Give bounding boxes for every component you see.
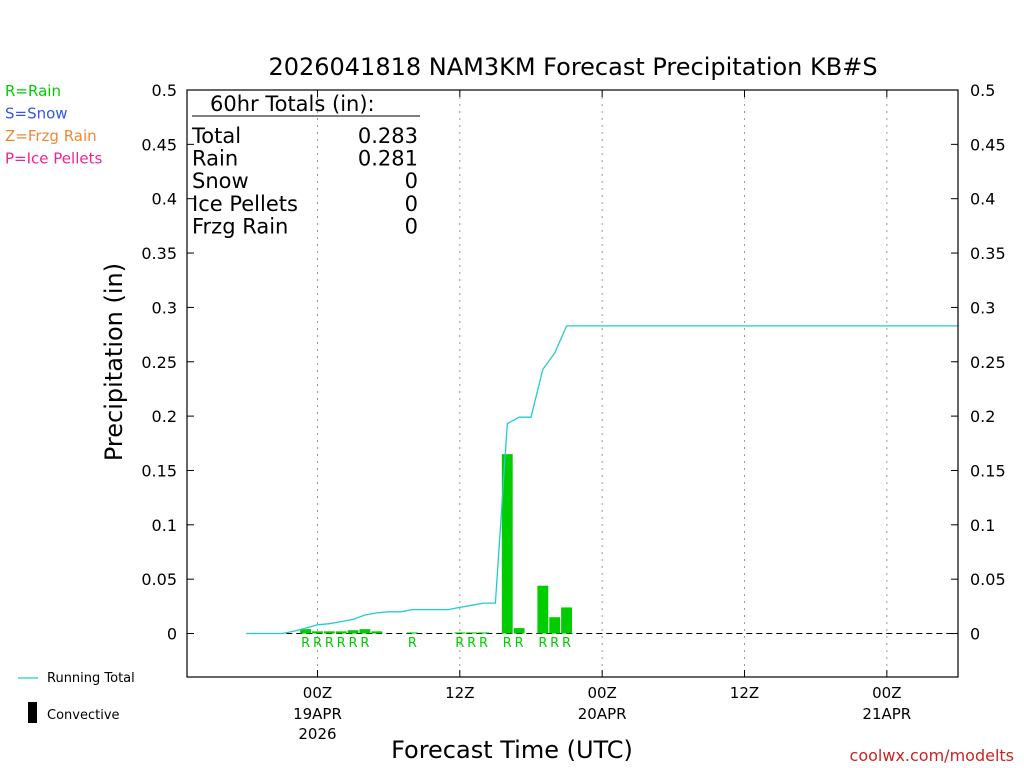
running-total-line xyxy=(246,325,958,635)
precip-bar xyxy=(335,631,347,634)
y-tick-label-right: 0 xyxy=(970,625,980,644)
y-tick-label-left: 0.5 xyxy=(152,81,177,100)
y-axis-label: Precipitation (in) xyxy=(100,263,128,461)
totals-heading: 60hr Totals (in): xyxy=(210,92,375,116)
precip-bar xyxy=(454,632,466,634)
precip-bar xyxy=(347,630,359,634)
plot-frame xyxy=(186,89,959,678)
x-tick-date: 19APR xyxy=(293,705,342,723)
x-tick-label: 12Z xyxy=(730,684,759,702)
precip-type-letter: R xyxy=(313,636,322,651)
y-tick-label-left: 0.45 xyxy=(141,135,177,154)
totals-value: 0 xyxy=(405,214,418,238)
precip-type-letter: R xyxy=(360,636,369,651)
totals-label: Frzg Rain xyxy=(192,214,288,238)
precip-bar xyxy=(549,617,561,634)
precip-bar xyxy=(513,628,525,634)
totals-label: Ice Pellets xyxy=(192,192,298,216)
credit-text: coolwx.com/modelts xyxy=(850,746,1014,765)
precip-type-letter: R xyxy=(349,636,358,651)
convective-swatch xyxy=(28,702,37,723)
totals-box: 60hr Totals (in): Total 0.283 Rain 0.281 Sno… xyxy=(191,92,420,238)
totals-value: 0.283 xyxy=(358,124,418,148)
y-tick-label-right: 0.1 xyxy=(970,516,995,535)
totals-label: Rain xyxy=(192,147,238,171)
precip-bar xyxy=(537,585,549,634)
precip-type-letter: R xyxy=(408,636,417,651)
precip-legend-item: Z=Frzg Rain xyxy=(5,127,97,145)
precip-type-letter: R xyxy=(562,636,571,651)
y-tick-label-right: 0.3 xyxy=(970,298,995,317)
y-tick-label-left: 0.2 xyxy=(152,407,177,426)
precip-bar xyxy=(371,631,383,634)
y-tick-label-right: 0.2 xyxy=(970,407,995,426)
totals-label: Snow xyxy=(192,169,249,193)
chart-title: 2026041818 NAM3KM Forecast Precipitation… xyxy=(268,53,877,81)
x-tick-label: 00Z xyxy=(587,684,616,702)
precip-bar xyxy=(466,632,478,634)
y-tick-label-right: 0.35 xyxy=(970,244,1006,263)
precip-bar xyxy=(359,629,371,634)
precip-type-letter: R xyxy=(455,636,464,651)
precip-type-letter: R xyxy=(337,636,346,651)
precip-bar xyxy=(561,607,572,634)
y-tick-label-left: 0 xyxy=(167,625,177,644)
x-axis-label: Forecast Time (UTC) xyxy=(391,736,633,764)
precip-bar xyxy=(312,631,323,634)
y-tick-label-left: 0.1 xyxy=(152,516,177,535)
precip-type-letter: R xyxy=(550,636,559,651)
y-axis-left: 0 0.05 0.1 0.15 0.2 0.25 0.3 0.35 0.4 0.45 0.5 xyxy=(141,81,194,644)
x-tick-year: 2026 xyxy=(298,725,336,743)
precip-type-letter: R xyxy=(325,636,334,651)
y-tick-label-left: 0.05 xyxy=(141,570,177,589)
totals-value: 0.281 xyxy=(358,147,418,171)
x-axis: 00Z 19APR 2026 12Z 00Z 20APR 12Z 00Z 21APR xyxy=(293,90,911,743)
grid-lines xyxy=(316,90,888,677)
x-tick-date: 21APR xyxy=(862,705,911,723)
precip-bar xyxy=(406,632,418,634)
x-tick-label: 00Z xyxy=(872,684,901,702)
precip-legend-item: P=Ice Pellets xyxy=(5,150,102,168)
y-tick-label-left: 0.4 xyxy=(152,190,177,209)
precip-bar xyxy=(323,631,335,634)
y-tick-label-left: 0.15 xyxy=(141,461,177,480)
precip-bar xyxy=(478,632,489,634)
precip-type-legend: R=Rain S=Snow Z=Frzg Rain P=Ice Pellets xyxy=(5,82,102,168)
precip-type-letter: R xyxy=(479,636,488,651)
precip-type-letter: R xyxy=(467,636,476,651)
x-tick-date: 20APR xyxy=(578,705,627,723)
running-total-legend-label: Running Total xyxy=(47,671,135,686)
y-tick-label-right: 0.4 xyxy=(970,190,995,209)
precip-legend-item: S=Snow xyxy=(5,105,68,123)
y-tick-label-right: 0.15 xyxy=(970,461,1006,480)
x-tick-label: 12Z xyxy=(445,684,474,702)
totals-rows: Total 0.283 Rain 0.281 Snow 0 Ice Pellets 0 Frzg… xyxy=(191,124,418,238)
totals-value: 0 xyxy=(405,192,418,216)
precip-bar xyxy=(501,454,513,634)
precip-bar xyxy=(300,629,312,634)
precip-type-letter: R xyxy=(515,636,524,651)
totals-label: Total xyxy=(191,124,241,148)
x-tick-label: 00Z xyxy=(303,684,332,702)
bar-series xyxy=(300,454,572,634)
precip-legend-item: R=Rain xyxy=(5,82,61,100)
precip-type-letter: R xyxy=(301,636,310,651)
y-tick-label-left: 0.25 xyxy=(141,353,177,372)
precip-type-letter: R xyxy=(538,636,547,651)
y-tick-label-right: 0.25 xyxy=(970,353,1006,372)
precip-type-letter: R xyxy=(503,636,512,651)
y-tick-label-right: 0.05 xyxy=(970,570,1006,589)
y-tick-label-right: 0.45 xyxy=(970,135,1006,154)
y-axis-right: 0 0.05 0.1 0.15 0.2 0.25 0.3 0.35 0.4 0.45 0.5 xyxy=(951,81,1006,644)
line-legend: Running Total Convective xyxy=(18,671,135,723)
y-tick-label-right: 0.5 xyxy=(970,81,995,100)
totals-value: 0 xyxy=(405,169,418,193)
y-tick-label-left: 0.3 xyxy=(152,298,177,317)
convective-legend-label: Convective xyxy=(47,708,120,723)
y-tick-label-left: 0.35 xyxy=(141,244,177,263)
